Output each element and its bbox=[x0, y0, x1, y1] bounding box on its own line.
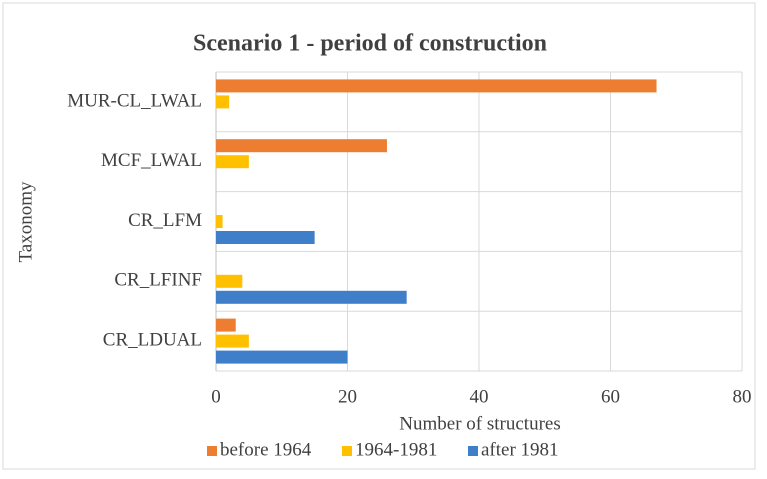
legend-swatch bbox=[468, 446, 478, 456]
x-axis-label: Number of structures bbox=[399, 413, 560, 434]
chart-title: Scenario 1 - period of construction bbox=[193, 31, 547, 57]
y-axis-label: Taxonomy bbox=[15, 181, 36, 262]
legend-label: 1964-1981 bbox=[355, 439, 437, 460]
x-tick-label: 80 bbox=[733, 386, 752, 407]
bar bbox=[216, 155, 249, 169]
bar bbox=[216, 318, 236, 332]
chart-border bbox=[2, 2, 756, 470]
y-tick-label: MCF_LWAL bbox=[101, 150, 202, 171]
y-tick-label: CR_LFINF bbox=[114, 270, 202, 291]
y-tick-label: CR_LFM bbox=[128, 210, 202, 231]
legend-swatch bbox=[342, 446, 352, 456]
bar bbox=[216, 334, 249, 348]
bar bbox=[216, 79, 657, 93]
bar bbox=[216, 95, 230, 109]
bar bbox=[216, 290, 407, 304]
legend-label: before 1964 bbox=[220, 439, 312, 460]
x-tick-label: 0 bbox=[211, 386, 221, 407]
x-tick-label: 60 bbox=[601, 386, 620, 407]
legend-label: after 1981 bbox=[481, 439, 559, 460]
y-tick-label: CR_LDUAL bbox=[103, 329, 202, 350]
legend-swatch bbox=[207, 446, 217, 456]
bar bbox=[216, 215, 223, 228]
y-tick-label: MUR-CL_LWAL bbox=[67, 90, 202, 111]
bar bbox=[216, 274, 243, 288]
bar bbox=[216, 139, 387, 153]
x-tick-label: 20 bbox=[338, 386, 357, 407]
bar bbox=[216, 350, 348, 364]
bar bbox=[216, 231, 315, 244]
x-tick-label: 40 bbox=[470, 386, 489, 407]
